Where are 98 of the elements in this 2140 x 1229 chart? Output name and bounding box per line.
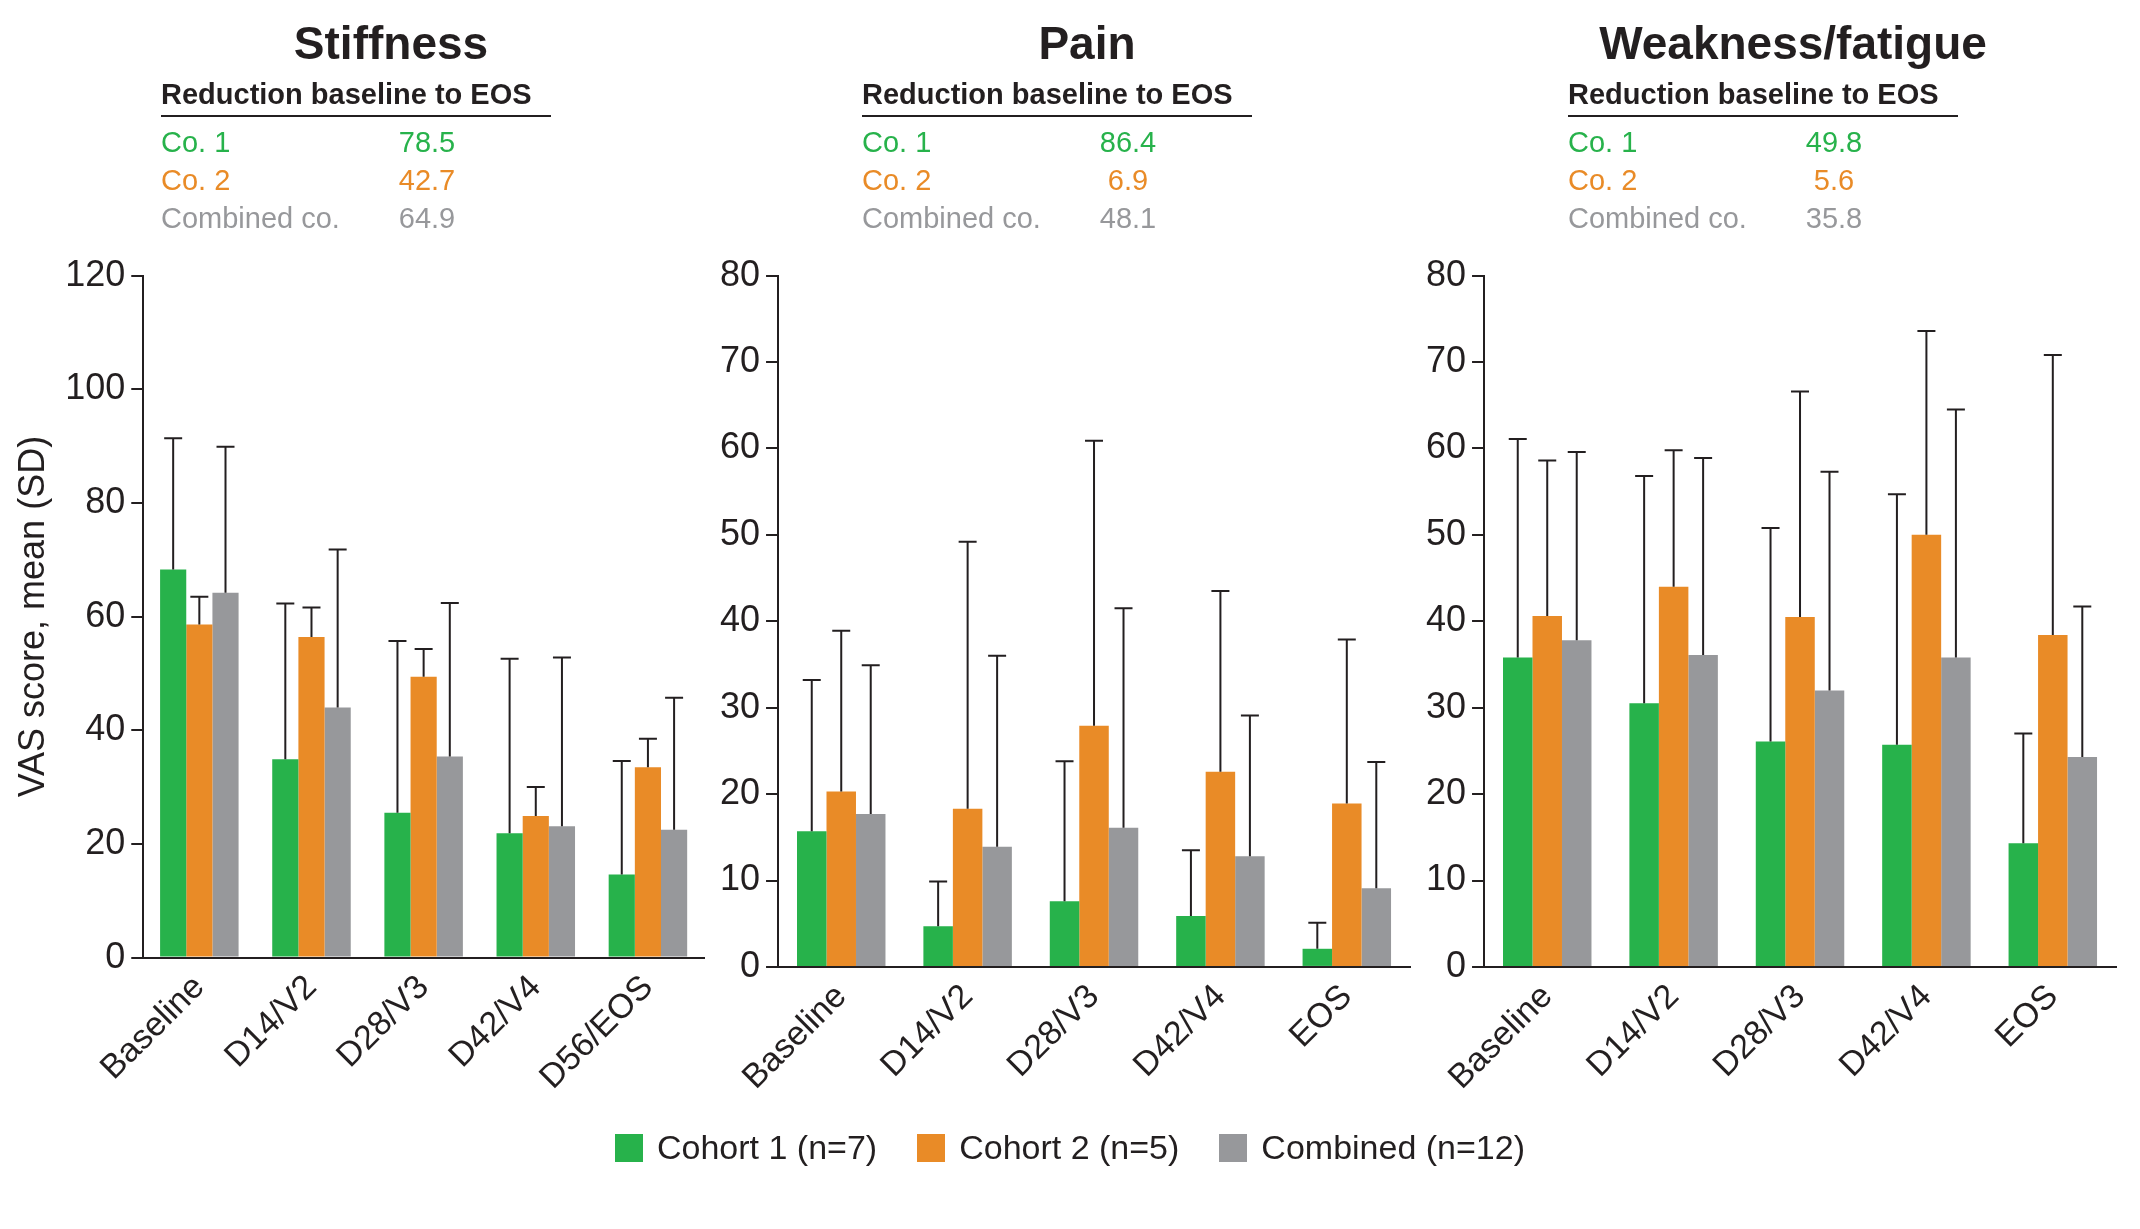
y-tick-label: 40 — [720, 598, 761, 640]
y-tick-label: 60 — [720, 425, 761, 467]
y-tick-label: 20 — [85, 820, 126, 862]
text: Co. 2 — [862, 163, 933, 198]
y-tick-label: 40 — [85, 707, 126, 749]
text: 35.8 — [1804, 201, 1864, 236]
text: 42.7 — [397, 163, 457, 198]
bar — [1205, 771, 1236, 966]
bar — [160, 569, 187, 957]
chart-title: Stiffness — [293, 16, 489, 71]
bar — [1911, 534, 1942, 966]
bar — [661, 829, 688, 957]
text: 64.9 — [397, 201, 457, 236]
text: 49.8 — [1804, 125, 1864, 160]
bar — [1688, 654, 1718, 966]
chart-title: Weakness/fatigue — [1599, 16, 1987, 71]
bar — [2067, 756, 2098, 966]
bar — [1108, 827, 1139, 966]
bar — [1503, 657, 1533, 966]
y-tick-label: 80 — [1426, 252, 1467, 294]
text: Combined co. — [862, 201, 1042, 236]
bar — [855, 813, 886, 966]
bar — [1785, 616, 1815, 966]
bar — [1176, 915, 1206, 966]
legend-label: Cohort 1 (n=7) — [657, 1128, 878, 1167]
text: Co. 1 — [161, 125, 232, 160]
y-tick-label: 50 — [720, 511, 761, 553]
bar — [1755, 741, 1786, 966]
y-tick-label: 120 — [65, 252, 126, 294]
bar — [2038, 635, 2068, 966]
y-tick-label: 20 — [1426, 771, 1467, 813]
bar — [1882, 744, 1912, 966]
bar — [436, 756, 463, 957]
y-tick-label: 100 — [65, 366, 126, 408]
y-tick-label: 70 — [720, 338, 761, 380]
chart-title: Pain — [1038, 16, 1136, 71]
text: 6.9 — [1106, 163, 1150, 198]
bar — [1941, 657, 1971, 966]
bar — [923, 926, 953, 966]
bar — [608, 874, 635, 957]
text: Co. 2 — [161, 163, 232, 198]
bar — [1302, 948, 1333, 966]
text: 86.4 — [1098, 125, 1158, 160]
bar — [952, 808, 983, 966]
text: 5.6 — [1812, 163, 1856, 198]
y-tick-label: 10 — [720, 857, 761, 899]
bar — [212, 592, 239, 957]
bar — [1814, 690, 1845, 966]
bar — [1079, 725, 1109, 966]
y-tick-label: 0 — [105, 934, 126, 976]
text: Co. 1 — [1568, 125, 1639, 160]
y-tick-label: 60 — [85, 593, 126, 635]
bar — [1561, 640, 1592, 966]
bar — [496, 833, 523, 957]
y-tick-label: 80 — [85, 479, 126, 521]
bar — [1658, 586, 1689, 966]
bar — [826, 791, 856, 966]
bar — [384, 812, 411, 957]
text: 48.1 — [1098, 201, 1158, 236]
legend-label: Combined (n=12) — [1261, 1128, 1525, 1167]
text: Co. 2 — [1568, 163, 1639, 198]
text: Reduction baseline to EOS — [1568, 78, 1958, 117]
bar — [1049, 901, 1080, 966]
bar — [272, 759, 299, 957]
bar — [548, 826, 576, 957]
text: Reduction baseline to EOS — [862, 78, 1252, 117]
y-tick-label: 20 — [720, 771, 761, 813]
bar — [634, 767, 662, 957]
text: Combined co. — [1568, 201, 1748, 236]
y-axis-title: VAS score, mean (SD) — [10, 435, 52, 798]
text: Reduction baseline to EOS — [161, 78, 551, 117]
legend-label: Cohort 2 (n=5) — [959, 1128, 1180, 1167]
bar — [522, 816, 549, 957]
y-tick-label: 0 — [1446, 943, 1467, 985]
y-tick-label: 10 — [1426, 857, 1467, 899]
text: Combined co. — [161, 201, 341, 236]
bar — [324, 707, 351, 957]
bar — [410, 676, 437, 957]
y-tick-label: 30 — [1426, 684, 1467, 726]
bar — [298, 637, 325, 957]
bar — [797, 831, 827, 966]
y-tick-label: 30 — [720, 684, 761, 726]
text: Co. 1 — [862, 125, 933, 160]
bar — [982, 846, 1012, 966]
bar — [186, 624, 213, 957]
bar — [1629, 703, 1659, 966]
y-tick-label: 50 — [1426, 511, 1467, 553]
y-tick-label: 40 — [1426, 598, 1467, 640]
y-tick-label: 60 — [1426, 425, 1467, 467]
bar — [1532, 616, 1562, 966]
bar — [1332, 803, 1362, 966]
y-tick-label: 0 — [740, 943, 761, 985]
bar — [1235, 856, 1265, 966]
bar — [2008, 843, 2039, 966]
y-tick-label: 70 — [1426, 338, 1467, 380]
y-tick-label: 80 — [720, 252, 761, 294]
text: 78.5 — [397, 125, 457, 160]
bar — [1361, 888, 1392, 966]
